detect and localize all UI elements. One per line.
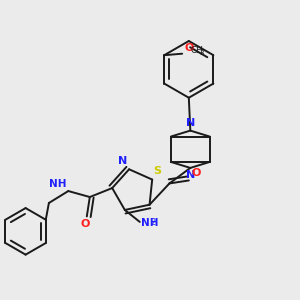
Text: NH: NH [141, 218, 159, 228]
Text: NH: NH [49, 179, 67, 189]
Text: N: N [118, 156, 127, 166]
Text: CH: CH [190, 46, 203, 55]
Text: N: N [186, 170, 195, 180]
Text: O: O [81, 219, 90, 229]
Text: O: O [191, 168, 201, 178]
Text: 3: 3 [199, 50, 204, 56]
Text: O: O [184, 43, 194, 53]
Text: 2: 2 [151, 218, 156, 227]
Text: N: N [186, 118, 195, 128]
Text: S: S [154, 166, 162, 176]
